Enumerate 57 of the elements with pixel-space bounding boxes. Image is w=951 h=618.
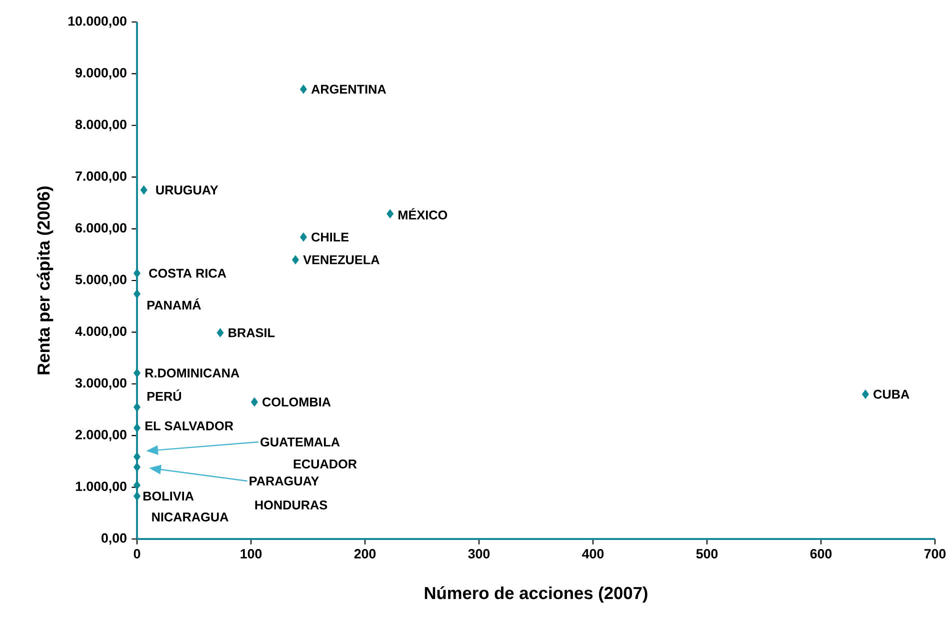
y-tick-label: 6.000,00 [76, 223, 126, 234]
annotation: VENEZUELA [303, 255, 380, 264]
x-tick-label: 200 [354, 549, 376, 558]
annotation: CHILE [312, 232, 349, 242]
annotation: PERÚ [147, 389, 182, 401]
annotation: BOLIVIA [143, 492, 194, 501]
annotation: BRASIL [228, 328, 275, 338]
annotation: PARAGUAY [250, 476, 319, 486]
y-tick-label: 9.000,00 [76, 68, 126, 80]
annotation: ARGENTINA [311, 84, 386, 94]
point [862, 390, 869, 399]
y-tick-label: 8.000,00 [75, 120, 126, 132]
annotation: COLOMBIA [262, 398, 331, 406]
annotation: EL SALVADOR [145, 421, 234, 430]
point [134, 480, 140, 490]
point [134, 462, 140, 472]
annotation: GUATEMALA [260, 438, 340, 446]
x-tick-label: 0 [134, 549, 140, 558]
annotation: HONDURAS [255, 500, 328, 510]
point [386, 209, 394, 218]
point [134, 289, 140, 298]
annotation: NICARAGUA [152, 512, 228, 522]
y-tick-label: 1.000,00 [76, 482, 126, 493]
annotation: R.DOMINICANA [145, 368, 240, 378]
annotation: URUGUAY [156, 186, 218, 195]
x-tick-label: 400 [582, 549, 604, 558]
y-tick-label: 0,00 [102, 533, 126, 545]
point [134, 368, 140, 378]
point [140, 185, 148, 195]
annotation: COSTA RICA [149, 268, 226, 278]
y-tick-label: 10.000,00 [68, 16, 126, 28]
y-tick-label: 4.000,00 [75, 326, 126, 338]
y-tick-label: 7.000,00 [76, 171, 126, 183]
y-tick-label: 2.000,00 [76, 430, 126, 442]
y-tick-label: 3.000,00 [75, 378, 126, 390]
point [300, 84, 307, 94]
annotation: ECUADOR [294, 460, 357, 468]
annotation: CUBA [874, 390, 910, 399]
point [134, 268, 140, 278]
point [134, 402, 140, 412]
point [134, 492, 140, 501]
annotation: PANAMÁ [147, 298, 201, 310]
point [292, 255, 299, 264]
x-tick-label: 700 [924, 549, 946, 558]
x-axis-title: Número de acciones (2007) [424, 586, 648, 603]
y-axis-title: Renta per cápita (2006) [36, 186, 54, 374]
x-tick-label: 600 [810, 549, 832, 558]
point [134, 423, 140, 432]
point [300, 232, 307, 242]
point [250, 397, 258, 407]
x-tick-label: 100 [240, 549, 262, 558]
point [216, 328, 224, 338]
y-tick-label: 5.000,00 [75, 274, 126, 286]
annotation: MÉXICO [398, 208, 448, 220]
x-tick-label: 300 [468, 549, 490, 558]
point [134, 452, 140, 462]
x-tick-label: 500 [696, 549, 718, 558]
